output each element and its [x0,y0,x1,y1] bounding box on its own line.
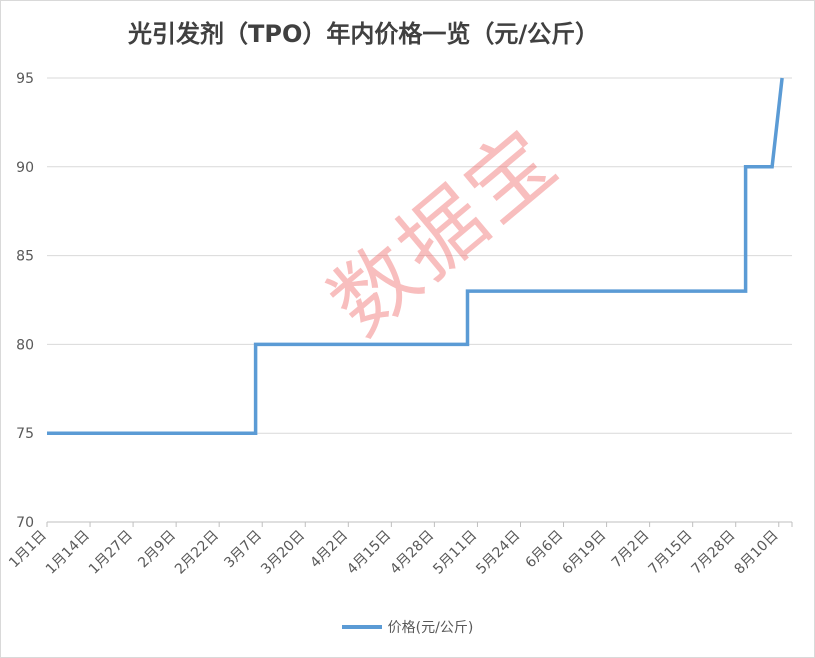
x-tick-label: 8月10日 [732,528,782,578]
x-tick-label: 5月24日 [473,528,523,578]
x-tick-label: 5月11日 [430,528,480,578]
y-tick-label: 95 [16,71,34,87]
y-tick-label: 90 [16,160,34,176]
series-group [47,77,784,435]
x-tick-label: 6月19日 [559,528,609,578]
y-tick-label: 70 [16,515,34,531]
x-tick-label: 4月15日 [344,528,394,578]
x-tick-label: 3月20日 [258,528,308,578]
y-tick-label: 80 [16,337,34,353]
x-tick-label: 7月15日 [645,528,695,578]
chart-title: 光引发剂（TPO）年内价格一览（元/公斤） [128,20,600,48]
y-axis-ticks: 70 75 80 85 90 95 [16,71,34,531]
y-tick-label: 85 [16,249,34,265]
x-tick-label: 1月27日 [86,528,136,578]
legend-label: 价格(元/公斤) [387,620,474,636]
x-tick-label: 4月28日 [387,528,437,578]
series-line [47,77,784,435]
x-tick-label: 2月22日 [172,528,222,578]
x-tick-label: 1月14日 [43,528,93,578]
legend-swatch [341,625,382,629]
y-tick-label: 75 [16,426,34,442]
legend[interactable]: 价格(元/公斤) [0,617,815,637]
x-tick-label: 7月28日 [689,528,739,578]
